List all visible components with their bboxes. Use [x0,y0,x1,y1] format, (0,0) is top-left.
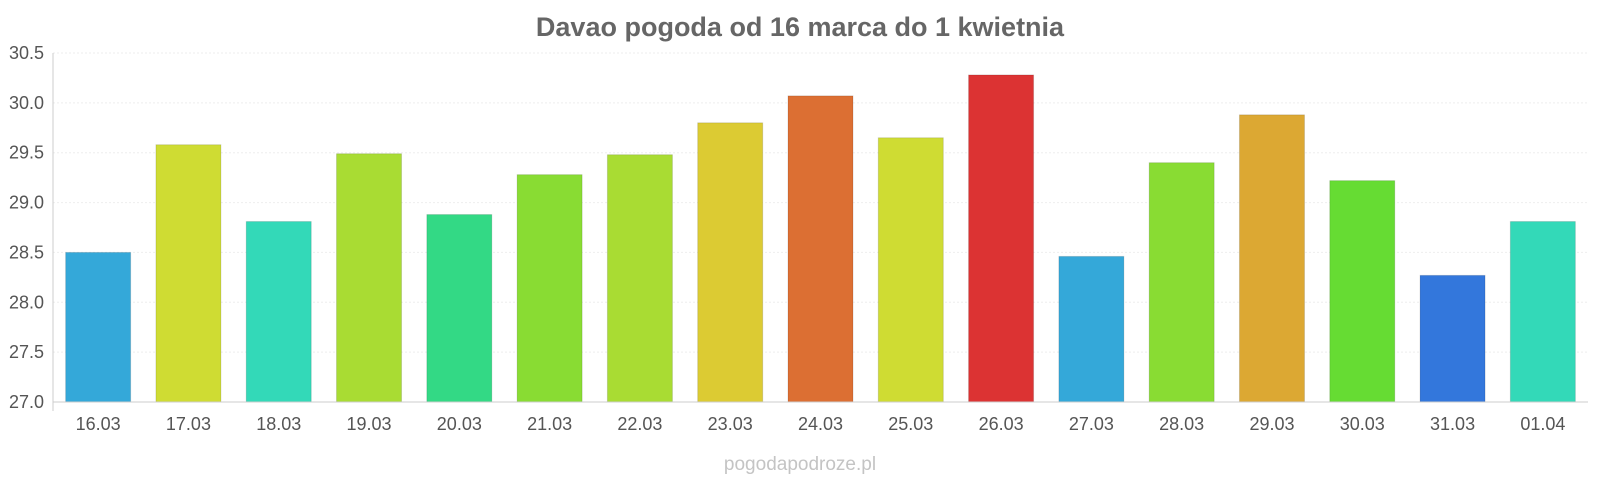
x-tick-label: 20.03 [437,414,482,434]
x-tick-label: 24.03 [798,414,843,434]
bar-28.03 [1148,162,1215,403]
bar-23.03 [697,122,764,403]
bar-20.03 [426,214,493,403]
x-tick-label: 22.03 [617,414,662,434]
x-tick-label: 19.03 [347,414,392,434]
bar-18.03 [245,221,312,403]
bar-30.03 [1329,180,1396,403]
y-tick-label: 30.0 [9,93,44,113]
bar-22.03 [606,154,673,403]
x-tick-label: 25.03 [888,414,933,434]
x-tick-label: 28.03 [1159,414,1204,434]
y-tick-label: 30.5 [9,43,44,63]
bar-17.03 [155,144,222,403]
x-tick-label: 26.03 [979,414,1024,434]
y-tick-label: 28.0 [9,292,44,312]
x-tick-label: 17.03 [166,414,211,434]
y-tick-label: 29.0 [9,193,44,213]
bar-01.04 [1509,221,1576,403]
bar-27.03 [1058,255,1125,403]
x-tick-label: 30.03 [1340,414,1385,434]
x-tick-label: 27.03 [1069,414,1114,434]
x-tick-label: 01.04 [1520,414,1565,434]
bar-25.03 [877,137,944,403]
bar-29.03 [1238,114,1305,403]
bar-31.03 [1419,274,1486,403]
watermark: pogodapodroze.pl [724,454,876,475]
chart-title: Davao pogoda od 16 marca do 1 kwietnia [536,12,1065,42]
bar-21.03 [516,174,583,403]
y-tick-label: 29.5 [9,143,44,163]
x-tick-label: 31.03 [1430,414,1475,434]
bar-26.03 [968,74,1035,403]
bars [65,74,1576,403]
y-tick-label: 27.5 [9,342,44,362]
bar-19.03 [336,153,403,403]
bar-16.03 [65,251,132,403]
x-tick-label: 23.03 [708,414,753,434]
bar-24.03 [787,95,854,403]
x-tick-label: 21.03 [527,414,572,434]
x-axis-ticks: 16.03 17.03 18.03 19.03 20.03 21.03 22.03 23.03… [76,414,1566,434]
y-tick-label: 28.5 [9,242,44,262]
x-tick-label: 16.03 [76,414,121,434]
x-tick-label: 18.03 [256,414,301,434]
x-tick-label: 29.03 [1249,414,1294,434]
y-axis-ticks: 27.0 27.5 28.0 28.5 29.0 29.5 30.0 30.5 [9,43,44,412]
y-tick-label: 27.0 [9,392,44,412]
